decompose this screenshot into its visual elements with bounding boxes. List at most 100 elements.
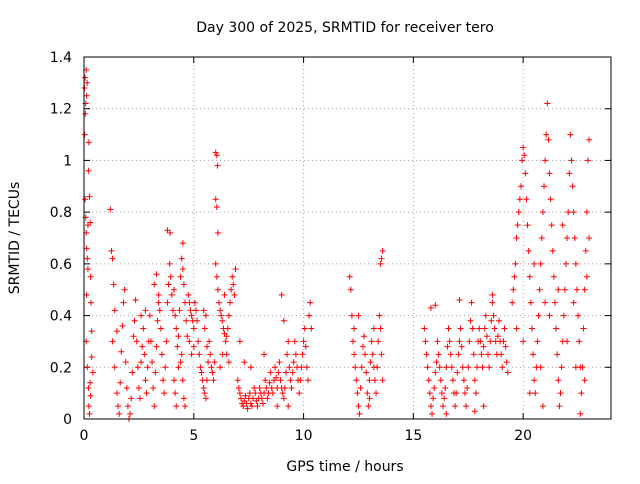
data-point (560, 312, 567, 319)
data-point (581, 377, 588, 384)
data-point (470, 351, 477, 358)
data-point (502, 343, 509, 350)
data-point (153, 271, 160, 278)
data-point (274, 403, 281, 410)
data-point (231, 291, 238, 298)
data-point (498, 351, 505, 358)
data-point (177, 359, 184, 366)
data-point (449, 377, 456, 384)
data-point (213, 203, 220, 210)
data-point (458, 343, 465, 350)
data-point (144, 364, 151, 371)
data-point (89, 369, 96, 376)
data-point (225, 312, 232, 319)
data-point (546, 312, 553, 319)
data-point (377, 325, 384, 332)
data-point (542, 157, 549, 164)
data-point (160, 377, 167, 384)
data-point (299, 351, 306, 358)
data-point (280, 317, 287, 324)
data-point (352, 364, 359, 371)
data-point (578, 390, 585, 397)
data-point (526, 390, 533, 397)
data-point (567, 131, 574, 138)
data-point (579, 364, 586, 371)
data-point (186, 299, 193, 306)
data-point (168, 291, 175, 298)
data-point (180, 395, 187, 402)
data-point (427, 304, 434, 311)
data-point (468, 299, 475, 306)
data-point (483, 333, 490, 340)
data-point (164, 227, 171, 234)
data-point (346, 273, 353, 280)
data-point (155, 299, 162, 306)
data-point (84, 255, 91, 262)
data-point (526, 273, 533, 280)
chart-title: Day 300 of 2025, SRMTID for receiver ter… (196, 20, 494, 36)
data-point (511, 273, 518, 280)
data-point (503, 359, 510, 366)
data-point (569, 183, 576, 190)
data-point (516, 196, 523, 203)
data-point (172, 390, 179, 397)
x-tick-label: 10 (295, 428, 313, 444)
data-point (178, 351, 185, 358)
data-point (362, 351, 369, 358)
data-point (87, 219, 94, 226)
data-point (88, 328, 95, 335)
data-point (429, 410, 436, 417)
data-point (188, 312, 195, 319)
data-point (216, 299, 223, 306)
data-point (133, 338, 140, 345)
data-point (465, 364, 472, 371)
data-point (166, 260, 173, 267)
data-point (180, 281, 187, 288)
data-point (109, 255, 116, 262)
data-point (581, 286, 588, 293)
data-point (494, 333, 501, 340)
y-tick-label: 0.4 (50, 309, 72, 325)
data-point (142, 377, 149, 384)
data-point (219, 351, 226, 358)
data-point (108, 247, 115, 254)
data-point (444, 343, 451, 350)
data-point (110, 281, 117, 288)
data-point (251, 384, 258, 391)
data-point (308, 325, 315, 332)
data-point (437, 377, 444, 384)
data-point (276, 359, 283, 366)
data-point (87, 379, 94, 386)
data-point (580, 325, 587, 332)
data-point (376, 312, 383, 319)
data-point (267, 369, 274, 376)
data-point (438, 390, 445, 397)
y-tick-label: 1.4 (50, 50, 72, 66)
data-point (303, 364, 310, 371)
data-point (466, 338, 473, 345)
data-point (545, 136, 552, 143)
data-point (452, 403, 459, 410)
data-point (84, 364, 91, 371)
data-point (291, 338, 298, 345)
data-point (143, 390, 150, 397)
data-point (557, 390, 564, 397)
data-point (203, 377, 210, 384)
data-point (227, 299, 234, 306)
data-point (584, 157, 591, 164)
data-point (464, 384, 471, 391)
data-point (576, 338, 583, 345)
data-point (236, 390, 243, 397)
data-point (512, 260, 519, 267)
data-point (212, 196, 219, 203)
data-point (457, 325, 464, 332)
data-point (273, 374, 280, 381)
data-point (370, 325, 377, 332)
data-point (261, 351, 268, 358)
data-point (531, 260, 538, 267)
data-point (203, 343, 210, 350)
data-point (281, 384, 288, 391)
data-point (300, 338, 307, 345)
data-point (235, 384, 242, 391)
data-point (544, 100, 551, 107)
